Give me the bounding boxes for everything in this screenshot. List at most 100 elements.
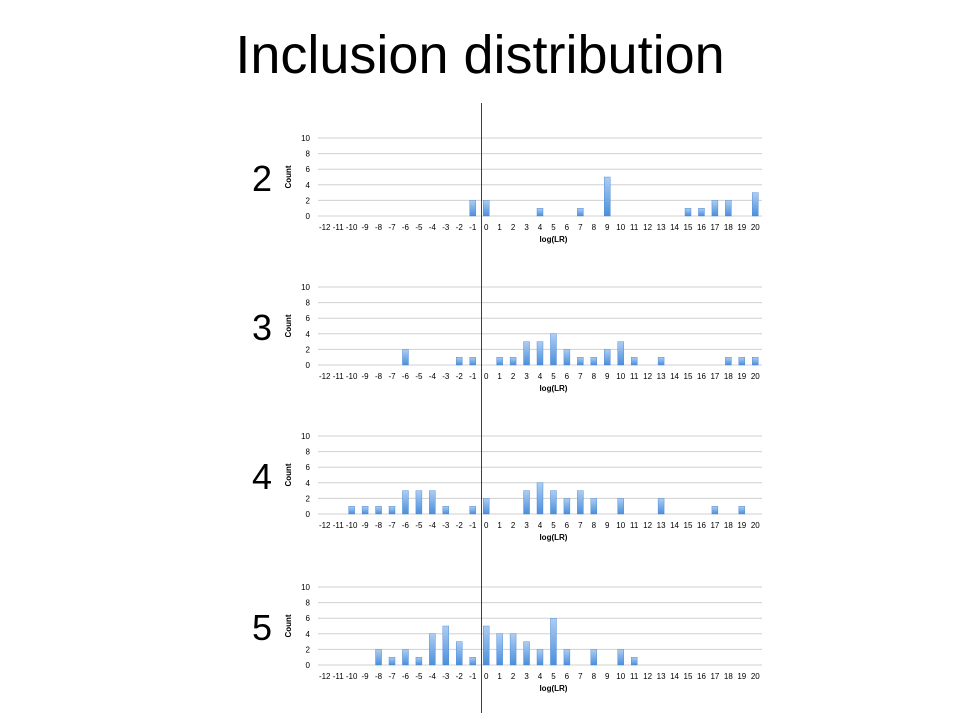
x-tick-label: 18 bbox=[724, 521, 733, 530]
y-tick-label: 4 bbox=[306, 330, 311, 339]
x-tick-label: 9 bbox=[605, 372, 610, 381]
x-tick-label: 4 bbox=[538, 521, 543, 530]
x-tick-label: 6 bbox=[565, 521, 570, 530]
bar bbox=[536, 482, 544, 515]
x-tick-label: 7 bbox=[578, 672, 583, 681]
x-tick-label: 9 bbox=[605, 672, 610, 681]
bar bbox=[738, 357, 746, 366]
y-axis-label: Count bbox=[284, 463, 293, 486]
x-axis-label: log(LR) bbox=[539, 384, 567, 393]
x-tick-label: 5 bbox=[551, 223, 556, 232]
x-tick-label: 3 bbox=[524, 521, 529, 530]
x-tick-label: 15 bbox=[684, 672, 693, 681]
bar bbox=[496, 633, 503, 666]
bar bbox=[577, 357, 584, 366]
bar bbox=[496, 357, 503, 366]
x-tick-label: 12 bbox=[643, 521, 652, 530]
bar bbox=[536, 341, 544, 366]
x-tick-label: 16 bbox=[697, 672, 706, 681]
x-tick-label: -1 bbox=[469, 672, 477, 681]
bar bbox=[711, 506, 719, 515]
x-tick-label: -6 bbox=[402, 223, 410, 232]
y-tick-label: 8 bbox=[306, 299, 311, 308]
x-axis-label: log(LR) bbox=[539, 533, 567, 542]
x-tick-label: -3 bbox=[442, 521, 450, 530]
bar bbox=[482, 200, 490, 217]
bar bbox=[577, 207, 584, 217]
x-tick-label: 3 bbox=[524, 223, 529, 232]
x-tick-label: 7 bbox=[578, 521, 583, 530]
bar bbox=[482, 498, 490, 515]
x-tick-label: 14 bbox=[670, 672, 679, 681]
x-tick-label: -6 bbox=[402, 521, 410, 530]
x-axis-label: log(LR) bbox=[539, 235, 567, 244]
x-tick-label: -4 bbox=[429, 223, 437, 232]
bar bbox=[725, 357, 732, 366]
x-tick-label: -3 bbox=[442, 672, 450, 681]
x-tick-label: 17 bbox=[710, 372, 719, 381]
x-tick-label: 10 bbox=[616, 672, 625, 681]
x-tick-label: 8 bbox=[592, 521, 597, 530]
x-tick-label: 10 bbox=[616, 372, 625, 381]
x-tick-label: 17 bbox=[710, 672, 719, 681]
x-tick-label: 3 bbox=[524, 672, 529, 681]
bar bbox=[752, 357, 759, 366]
y-tick-label: 6 bbox=[306, 314, 311, 323]
slide-title: Inclusion distribution bbox=[235, 25, 725, 85]
x-tick-label: -7 bbox=[388, 223, 396, 232]
x-tick-label: -9 bbox=[362, 223, 370, 232]
x-tick-label: 1 bbox=[497, 223, 502, 232]
x-tick-label: 13 bbox=[657, 521, 666, 530]
x-tick-label: -11 bbox=[333, 521, 345, 530]
bar bbox=[536, 207, 544, 217]
y-tick-label: 2 bbox=[306, 494, 311, 503]
x-tick-label: 7 bbox=[578, 372, 583, 381]
x-tick-label: 13 bbox=[657, 223, 666, 232]
bar bbox=[617, 649, 624, 666]
y-axis-label: Count bbox=[284, 165, 293, 188]
y-tick-label: 2 bbox=[306, 345, 311, 354]
x-tick-label: 14 bbox=[670, 521, 679, 530]
x-tick-label: 16 bbox=[697, 223, 706, 232]
x-tick-label: 8 bbox=[592, 672, 597, 681]
bar bbox=[456, 641, 463, 666]
y-tick-label: 0 bbox=[306, 510, 311, 519]
bar bbox=[523, 641, 530, 666]
x-tick-label: -8 bbox=[375, 372, 383, 381]
y-tick-label: 0 bbox=[306, 212, 311, 221]
x-tick-label: 3 bbox=[524, 372, 529, 381]
vertical-divider-line bbox=[481, 103, 482, 713]
y-axis-label: Count bbox=[284, 314, 293, 337]
x-tick-label: -12 bbox=[319, 372, 331, 381]
bar bbox=[429, 633, 436, 666]
x-tick-label: 11 bbox=[630, 372, 639, 381]
y-tick-label: 2 bbox=[306, 645, 311, 654]
bar bbox=[604, 349, 611, 366]
x-tick-label: -2 bbox=[456, 223, 464, 232]
bar bbox=[617, 341, 624, 366]
bar bbox=[456, 357, 463, 366]
x-tick-label: 19 bbox=[737, 672, 746, 681]
x-tick-label: -6 bbox=[402, 672, 410, 681]
x-tick-label: -12 bbox=[319, 521, 331, 530]
y-axis-label: Count bbox=[284, 614, 293, 637]
x-tick-label: -1 bbox=[469, 521, 477, 530]
bar bbox=[348, 506, 355, 515]
x-tick-label: 8 bbox=[592, 372, 597, 381]
x-tick-label: 15 bbox=[684, 521, 693, 530]
panel-label: 4 bbox=[252, 456, 272, 497]
y-tick-label: 2 bbox=[306, 196, 311, 205]
bar bbox=[415, 657, 423, 666]
x-tick-label: 1 bbox=[497, 672, 502, 681]
x-tick-label: 0 bbox=[484, 372, 489, 381]
bar bbox=[657, 357, 665, 366]
x-tick-label: -11 bbox=[333, 672, 345, 681]
x-tick-label: 4 bbox=[538, 672, 543, 681]
bar bbox=[563, 649, 571, 666]
x-tick-label: 0 bbox=[484, 223, 489, 232]
x-tick-label: -8 bbox=[375, 521, 383, 530]
x-tick-label: -2 bbox=[456, 372, 464, 381]
